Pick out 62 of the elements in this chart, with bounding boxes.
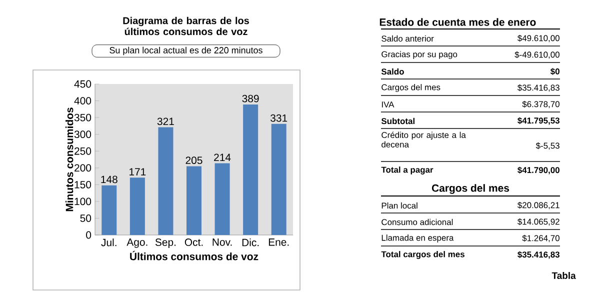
chart-title: Diagrama de barras de los últimos consumos de voz bbox=[123, 16, 249, 36]
bar bbox=[130, 178, 145, 235]
y-tick-label: 300 bbox=[74, 130, 92, 138]
text: $1.264,70 bbox=[522, 234, 560, 242]
category-label: Llamada en espera bbox=[382, 234, 454, 242]
y-tick-label: 350 bbox=[74, 114, 92, 122]
bar bbox=[243, 104, 258, 235]
x-tick-label: Sep. bbox=[155, 238, 176, 248]
category-label: Cargos del mes bbox=[382, 84, 440, 92]
y-tick-label: 400 bbox=[74, 97, 92, 104]
y-tick-label: 450 bbox=[74, 80, 92, 88]
category-label: Subtotal bbox=[381, 118, 414, 124]
y-tick-label: 100 bbox=[74, 198, 92, 206]
text: Cargos del mes bbox=[432, 184, 510, 194]
data-label: 214 bbox=[214, 154, 231, 161]
text: $14.065,92 bbox=[518, 218, 560, 226]
text: $20.086,21 bbox=[518, 202, 560, 210]
category-label: Crédito por ajuste a la decena bbox=[382, 132, 466, 148]
category-label: Consumo adicional bbox=[382, 218, 453, 226]
data-label: 148 bbox=[101, 176, 118, 184]
x-tick-label: Ago. bbox=[126, 238, 148, 248]
text: $-5,53 bbox=[536, 142, 560, 150]
category-label: Saldo bbox=[381, 68, 404, 75]
data-label: 331 bbox=[270, 114, 288, 122]
bar bbox=[186, 166, 202, 235]
data-label: 205 bbox=[186, 156, 202, 164]
x-tick-label: Jul. bbox=[101, 238, 116, 246]
bar bbox=[214, 163, 230, 235]
x-tick-label: Dic. bbox=[242, 238, 259, 246]
y-tick-label: 0 bbox=[86, 231, 92, 239]
text: $41.790,00 bbox=[518, 166, 560, 174]
y-tick-label: 50 bbox=[80, 214, 92, 222]
y-tick-label: 150 bbox=[74, 180, 92, 188]
data-label: 321 bbox=[157, 118, 174, 126]
category-label: Total a pagar bbox=[381, 166, 434, 174]
category-label: Gracias por su pago bbox=[382, 51, 458, 59]
x-tick-label: Oct. bbox=[184, 238, 203, 246]
text: Tabla bbox=[552, 272, 576, 279]
x-tick-label: Nov. bbox=[212, 238, 232, 246]
text: Estado de cuenta mes de enero bbox=[380, 18, 536, 26]
bar bbox=[158, 127, 174, 235]
data-label: 389 bbox=[242, 94, 259, 102]
x-axis-title: Últimos consumos de voz bbox=[130, 250, 258, 260]
y-axis-title: Minutos consumidos bbox=[66, 108, 74, 212]
category-label: Total cargos del mes bbox=[381, 251, 464, 259]
text: $-49.610,00 bbox=[514, 51, 560, 59]
text: $0 bbox=[550, 68, 560, 75]
text: $35.416,83 bbox=[518, 251, 560, 259]
text: $41.795,53 bbox=[518, 117, 560, 125]
category-label: IVA bbox=[382, 102, 394, 108]
bar bbox=[102, 185, 117, 235]
y-tick-label: 200 bbox=[74, 164, 92, 172]
text: $35.416,83 bbox=[518, 84, 560, 92]
category-label: Plan local bbox=[382, 202, 418, 209]
chart-subtitle: Su plan local actual es de 220 minutos bbox=[110, 46, 262, 56]
data-label: 171 bbox=[130, 168, 146, 176]
bar bbox=[271, 124, 286, 235]
y-tick-label: 250 bbox=[74, 147, 92, 155]
category-label: Saldo anterior bbox=[382, 35, 434, 42]
x-tick-label: Ene. bbox=[268, 238, 289, 246]
text: $49.610,00 bbox=[518, 34, 560, 42]
text: $6.378,70 bbox=[522, 100, 560, 108]
